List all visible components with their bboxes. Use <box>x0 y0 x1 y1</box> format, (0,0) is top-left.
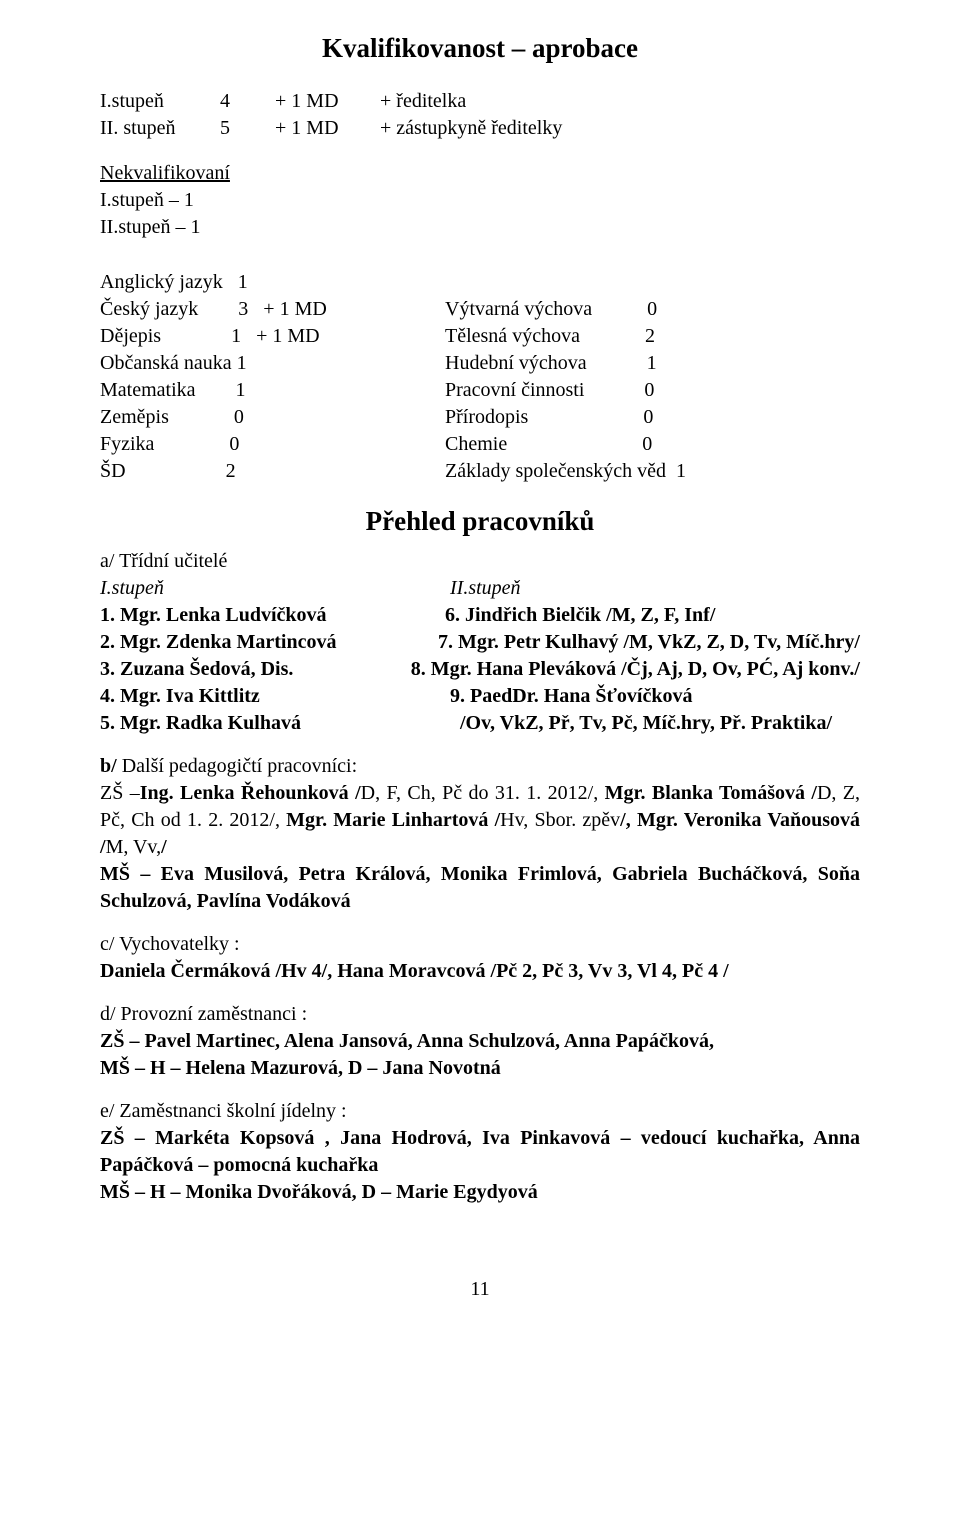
cell: Zeměpis 0 <box>100 404 445 431</box>
table-row: Anglický jazyk 1 <box>100 269 860 296</box>
cell: Dějepis 1 + 1 MD <box>100 323 445 350</box>
section-d: d/ Provozní zaměstnanci : ZŠ – Pavel Mar… <box>100 1001 860 1082</box>
text: D, F, Ch, Pč do 31. 1. 2012/, <box>361 782 599 804</box>
teachers-list: 1. Mgr. Lenka Ludvíčková6. Jindřich Biel… <box>100 602 860 737</box>
cell: 8. Mgr. Hana Pleváková /Čj, Aj, D, Ov, P… <box>411 656 860 683</box>
cell: /Ov, VkZ, Př, Tv, Pč, Míč.hry, Př. Prakt… <box>445 710 860 737</box>
teachers-col-heads: I.stupeň II.stupeň <box>100 575 860 602</box>
table-row: Zeměpis 0Přírodopis 0 <box>100 404 860 431</box>
teachers-heading: a/ Třídní učitelé <box>100 548 860 575</box>
cell: Výtvarná výchova 0 <box>445 296 860 323</box>
cell: Fyzika 0 <box>100 431 445 458</box>
cell: 9. PaedDr. Hana Šťovíčková <box>445 683 860 710</box>
page-title: Kvalifikovanost – aprobace <box>100 30 860 66</box>
list-item: 5. Mgr. Radka Kulhavá /Ov, VkZ, Př, Tv, … <box>100 710 860 737</box>
text: / <box>161 836 167 858</box>
degree-row: II. stupeň 5 + 1 MD + zástupkyně ředitel… <box>100 115 860 142</box>
table-row: Matematika 1Pracovní činnosti 0 <box>100 377 860 404</box>
col-head: I.stupeň <box>100 575 445 602</box>
cell: 4. Mgr. Iva Kittlitz <box>100 683 445 710</box>
table-row: Občanská nauka 1Hudební výchova 1 <box>100 350 860 377</box>
cell: I.stupeň <box>100 88 220 115</box>
cell: Chemie 0 <box>445 431 860 458</box>
col-head: II.stupeň <box>445 575 860 602</box>
text: ZŠ – Pavel Martinec, Alena Jansová, Anna… <box>100 1030 714 1052</box>
cell: ŠD 2 <box>100 458 445 485</box>
cell: 2. Mgr. Zdenka Martincová <box>100 629 438 656</box>
section-b-lead: b/ <box>100 755 122 777</box>
cell: 5 <box>220 115 275 142</box>
section-c: c/ Vychovatelky : Daniela Čermáková /Hv … <box>100 931 860 985</box>
list-item: 2. Mgr. Zdenka Martincová7. Mgr. Petr Ku… <box>100 629 860 656</box>
table-row: Dějepis 1 + 1 MDTělesná výchova 2 <box>100 323 860 350</box>
unqualified-line: I.stupeň – 1 <box>100 187 860 214</box>
unqualified-line: II.stupeň – 1 <box>100 214 860 241</box>
cell: 4 <box>220 88 275 115</box>
cell: Hudební výchova 1 <box>445 350 860 377</box>
degree-rows: I.stupeň 4 + 1 MD + ředitelka II. stupeň… <box>100 88 860 142</box>
cell: Přírodopis 0 <box>445 404 860 431</box>
unqualified-heading: Nekvalifikovaní <box>100 160 860 187</box>
list-item: 1. Mgr. Lenka Ludvíčková6. Jindřich Biel… <box>100 602 860 629</box>
table-row: Český jazyk 3 + 1 MDVýtvarná výchova 0 <box>100 296 860 323</box>
page-number: 11 <box>100 1276 860 1303</box>
cell: Základy společenských věd 1 <box>445 458 860 485</box>
cell: + 1 MD <box>275 88 380 115</box>
cell: + ředitelka <box>380 88 860 115</box>
section-b: b/ Další pedagogičtí pracovníci: ZŠ –Ing… <box>100 753 860 915</box>
cell: + zástupkyně ředitelky <box>380 115 860 142</box>
cell: 7. Mgr. Petr Kulhavý /M, VkZ, Z, D, Tv, … <box>438 629 860 656</box>
text: Ing. Lenka Řehounková / <box>140 782 361 804</box>
text: Mgr. Blanka Tomášová / <box>598 782 817 804</box>
text: ZŠ – Markéta Kopsová , Jana Hodrová, Iva… <box>100 1127 860 1176</box>
text: ZŠ – <box>100 782 140 804</box>
list-item: 4. Mgr. Iva Kittlitz 9. PaedDr. Hana Šťo… <box>100 683 860 710</box>
text: MŠ – Eva Musilová, Petra Králová, Monika… <box>100 863 860 912</box>
cell: Tělesná výchova 2 <box>445 323 860 350</box>
cell: 6. Jindřich Bielčik /M, Z, F, Inf/ <box>445 602 860 629</box>
table-row: ŠD 2Základy společenských věd 1 <box>100 458 860 485</box>
cell <box>445 269 860 296</box>
cell: Občanská nauka 1 <box>100 350 445 377</box>
cell: Matematika 1 <box>100 377 445 404</box>
section-e-lead: e/ Zaměstnanci školní jídelny : <box>100 1100 347 1122</box>
subject-table: Anglický jazyk 1 Český jazyk 3 + 1 MDVýt… <box>100 269 860 485</box>
cell: Pracovní činnosti 0 <box>445 377 860 404</box>
cell: Český jazyk 3 + 1 MD <box>100 296 445 323</box>
cell: 5. Mgr. Radka Kulhavá <box>100 710 445 737</box>
cell: Anglický jazyk 1 <box>100 269 445 296</box>
section-c-lead: c/ Vychovatelky : <box>100 933 240 955</box>
text: Mgr. Marie Linhartová / <box>286 809 500 831</box>
table-row: Fyzika 0Chemie 0 <box>100 431 860 458</box>
text: Daniela Čermáková /Hv 4/, Hana Moravcová… <box>100 960 729 982</box>
cell: II. stupeň <box>100 115 220 142</box>
overview-title: Přehled pracovníků <box>100 503 860 539</box>
list-item: 3. Zuzana Šedová, Dis.8. Mgr. Hana Plevá… <box>100 656 860 683</box>
cell: + 1 MD <box>275 115 380 142</box>
text: M, Vv, <box>106 836 162 858</box>
degree-row: I.stupeň 4 + 1 MD + ředitelka <box>100 88 860 115</box>
section-e: e/ Zaměstnanci školní jídelny : ZŠ – Mar… <box>100 1098 860 1206</box>
cell: 3. Zuzana Šedová, Dis. <box>100 656 411 683</box>
cell: 1. Mgr. Lenka Ludvíčková <box>100 602 445 629</box>
text: MŠ – H – Helena Mazurová, D – Jana Novot… <box>100 1057 501 1079</box>
text: Hv, Sbor. zpěv <box>500 809 620 831</box>
section-d-lead: d/ Provozní zaměstnanci : <box>100 1003 307 1025</box>
text: MŠ – H – Monika Dvořáková, D – Marie Egy… <box>100 1181 538 1203</box>
section-b-lead-text: Další pedagogičtí pracovníci: <box>122 755 357 777</box>
